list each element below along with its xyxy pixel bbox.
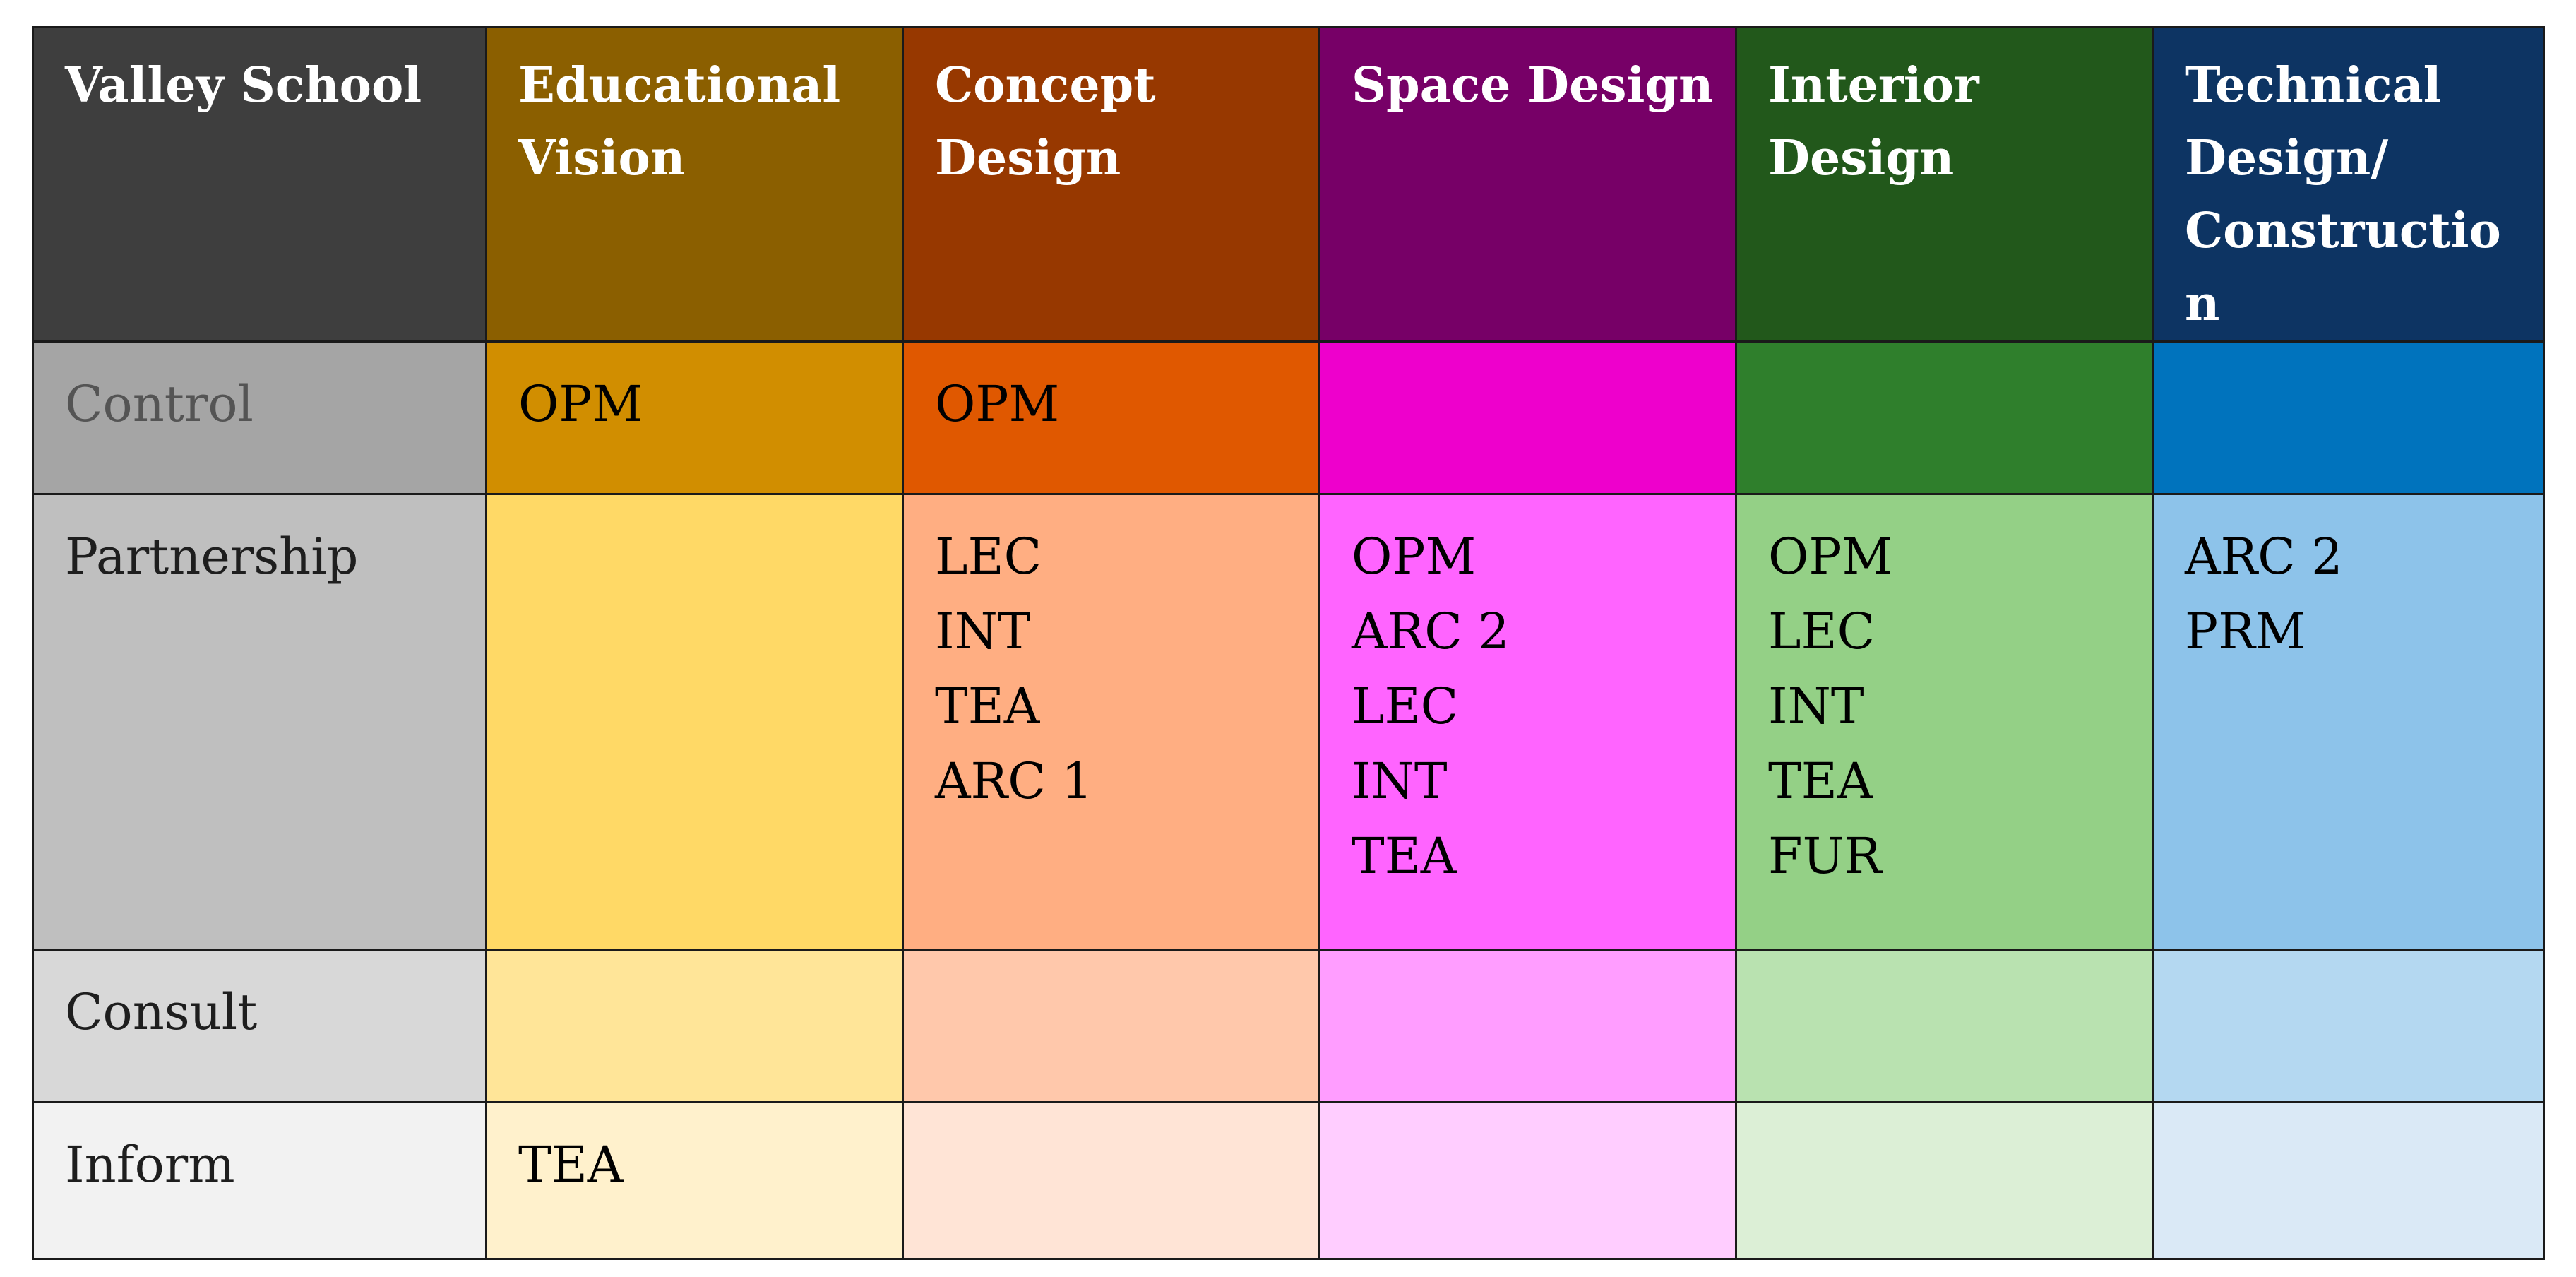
text-line: OPM: [518, 375, 643, 433]
text-line: Educational: [518, 57, 841, 114]
table-cell: [1735, 1101, 2154, 1260]
table-cell: OPM ARC 2 LEC INT TEA: [1318, 493, 1737, 951]
column-header-cell: Educational Vision: [485, 26, 904, 343]
column-header-cell: Technical Design/Constructio n: [2152, 26, 2545, 343]
table-cell: TEA: [485, 1101, 904, 1260]
header-row: Valley School Educational Vision Concept D…: [32, 26, 2545, 343]
column-header-label: Concept Design: [935, 49, 1306, 195]
text-line: LEC: [935, 528, 1042, 586]
text-line: TEA: [518, 1136, 624, 1194]
text-line: FUR: [1768, 827, 1882, 885]
cell-codes: LEC INT TEA ARC 1: [935, 519, 1306, 819]
column-header-cell: Concept Design: [902, 26, 1320, 343]
text-line: OPM: [1352, 528, 1477, 586]
corner-header-cell: Valley School: [32, 26, 487, 343]
text-line: Concept: [935, 57, 1156, 114]
text-line: Design/: [2185, 130, 2389, 186]
table-cell: [1318, 949, 1737, 1103]
row-label: Control: [65, 375, 254, 433]
column-header-label: Space Design: [1352, 49, 1722, 122]
text-line: INT: [935, 602, 1031, 660]
text-line: OPM: [935, 375, 1060, 433]
text-line: OPM: [1768, 528, 1893, 586]
column-header-cell: Space Design: [1318, 26, 1737, 343]
corner-label: Valley School: [65, 57, 422, 114]
table-cell: [1735, 949, 2154, 1103]
text-line: INT: [1352, 752, 1448, 810]
table-cell: [2152, 1101, 2545, 1260]
table-cell: OPM: [485, 340, 904, 495]
cell-codes: OPM: [935, 367, 1306, 441]
column-header-cell: Interior Design: [1735, 26, 2154, 343]
table-cell: [1318, 1101, 1737, 1260]
text-line: n: [2185, 275, 2220, 332]
text-line: ARC 2: [2185, 528, 2343, 586]
table-row: Partnership LEC INT TEA ARC 1 OPM ARC 2 LEC IN…: [32, 493, 2545, 951]
table-cell: LEC INT TEA ARC 1: [902, 493, 1320, 951]
column-header-label: Technical Design/Constructio n: [2185, 49, 2530, 340]
table-cell: ARC 2 PRM: [2152, 493, 2545, 951]
text-line: ARC 2: [1352, 602, 1510, 660]
row-label-cell: Consult: [32, 949, 487, 1103]
text-line: INT: [1768, 677, 1864, 735]
text-line: LEC: [1352, 677, 1459, 735]
table-cell: [2152, 949, 2545, 1103]
text-line: Space Design: [1352, 57, 1714, 114]
text-line: Constructio: [2185, 203, 2501, 259]
text-line: TEA: [1768, 752, 1873, 810]
text-line: ARC 1: [935, 752, 1093, 810]
cell-codes: ARC 2 PRM: [2185, 519, 2530, 669]
cell-codes: OPM ARC 2 LEC INT TEA: [1352, 519, 1722, 893]
row-label-cell: Control: [32, 340, 487, 495]
table-row: Inform TEA: [32, 1101, 2545, 1260]
row-label: Partnership: [65, 528, 359, 586]
table-cell: [902, 1101, 1320, 1260]
cell-codes: OPM: [518, 367, 889, 441]
table-cell: OPM LEC INT TEA FUR: [1735, 493, 2154, 951]
table-cell: [485, 949, 904, 1103]
text-line: TEA: [935, 677, 1040, 735]
text-line: LEC: [1768, 602, 1876, 660]
text-line: TEA: [1352, 827, 1457, 885]
table-row: Control OPM OPM: [32, 340, 2545, 495]
text-line: Interior: [1768, 57, 1979, 114]
cell-codes: TEA: [518, 1127, 889, 1202]
text-line: PRM: [2185, 602, 2306, 660]
row-label-cell: Inform: [32, 1101, 487, 1260]
table-cell: OPM: [902, 340, 1320, 495]
responsibility-matrix: Valley School Educational Vision Concept D…: [32, 26, 2545, 1260]
text-line: Design: [1768, 130, 1955, 186]
table-cell: [1318, 340, 1737, 495]
table-row: Consult: [32, 949, 2545, 1103]
column-header-label: Educational Vision: [518, 49, 889, 195]
table-cell: [2152, 340, 2545, 495]
table-cell: [1735, 340, 2154, 495]
text-line: Design: [935, 130, 1121, 186]
table-cell: [485, 493, 904, 951]
row-label: Consult: [65, 983, 258, 1041]
cell-codes: OPM LEC INT TEA FUR: [1768, 519, 2139, 893]
row-label-cell: Partnership: [32, 493, 487, 951]
column-header-label: Interior Design: [1768, 49, 2139, 195]
row-label: Inform: [65, 1136, 235, 1194]
table-cell: [902, 949, 1320, 1103]
text-line: Vision: [518, 130, 686, 186]
text-line: Technical: [2185, 57, 2442, 114]
